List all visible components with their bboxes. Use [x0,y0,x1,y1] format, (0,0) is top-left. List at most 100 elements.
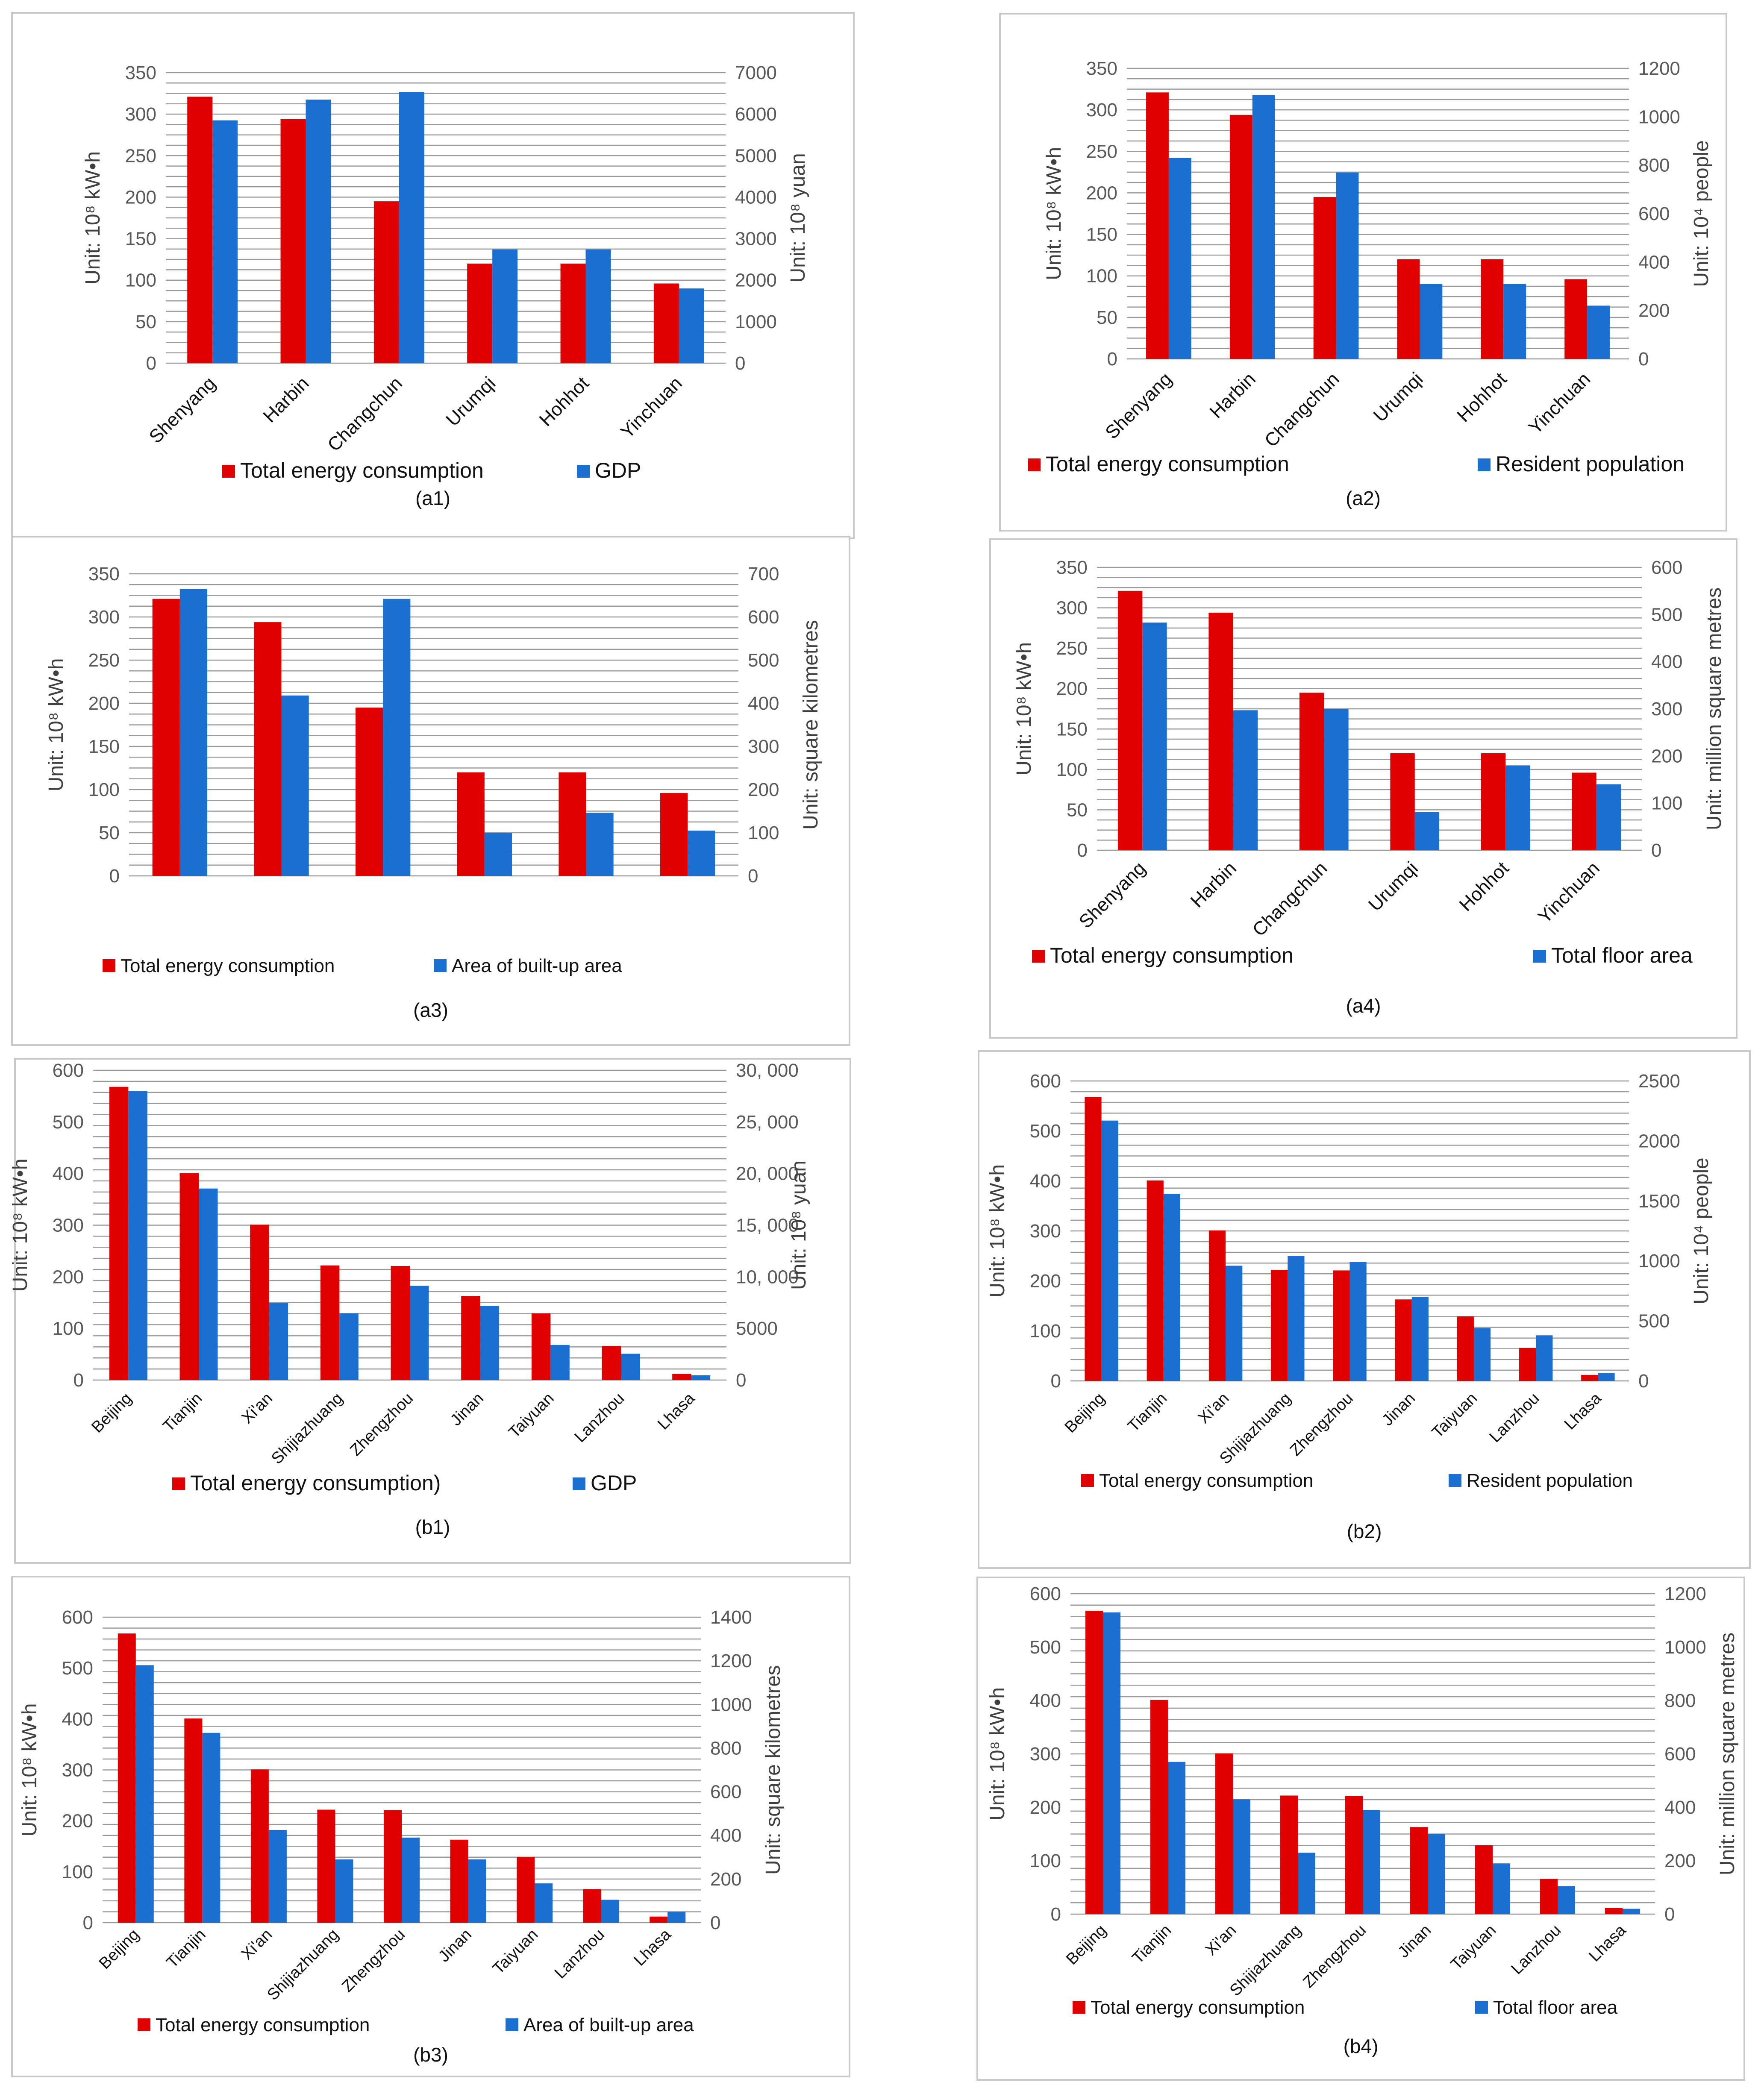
left-axis-label: Unit: 10⁸ kW•h [82,151,104,285]
bar-resident-population-changchun [1336,172,1359,359]
right-tick-label: 3000 [735,229,777,250]
right-tick-label: 0 [735,353,745,374]
bar-energy-xian [1208,1230,1226,1381]
bar-area-of-built-up-area-shenyang [179,589,208,876]
bar-energy-lanzhou [583,1889,601,1923]
bar-energy-lanzhou [602,1346,621,1380]
right-tick-label: 300 [748,736,779,757]
right-tick-label: 25, 000 [736,1112,799,1133]
left-tick-label: 0 [109,866,120,887]
bar-energy-jinan [1410,1827,1428,1914]
bar-area-of-built-up-area-zhengzhou [402,1837,420,1923]
bar-energy-taiyuan [517,1857,535,1923]
legend-second-swatch [1478,458,1491,471]
right-axis-label: Unit: 10⁴ people [1690,140,1713,287]
legend-second-label: Total floor area [1493,1997,1618,2018]
right-tick-label: 0 [736,1370,746,1391]
bar-area-of-built-up-area-shijiazhuang [335,1859,353,1923]
bar-gdp-shijiazhuang [339,1313,359,1380]
bar-energy-hohhot [1481,753,1506,850]
bar-energy-beijing [118,1633,136,1923]
left-tick-label: 0 [1051,1904,1061,1925]
bar-energy-harbin [1208,612,1233,850]
left-tick-label: 300 [125,104,156,125]
left-tick-label: 200 [62,1811,93,1832]
right-tick-label: 0 [1664,1904,1675,1925]
right-tick-label: 500 [1651,604,1682,625]
left-tick-label: 300 [88,607,120,628]
chart-a2: 0 50 100 150 200 250 300 350 0 200 400 600 800 1000 12… [999,13,1727,532]
right-tick-label: 400 [1664,1797,1696,1818]
bar-energy-hohhot [1481,259,1504,359]
bar-area-of-built-up-area-harbin [281,695,309,876]
bar-energy-shenyang [152,599,180,876]
chart-b2: 0 100 200 300 400 500 600 0 500 1000 1500 2000 2500 U… [978,1050,1751,1569]
left-tick-label: 0 [74,1370,84,1391]
left-tick-label: 350 [1056,557,1088,578]
left-tick-label: 100 [62,1862,93,1883]
bar-energy-taiyuan [531,1313,551,1380]
bar-energy-xian [1215,1753,1233,1914]
chart-b3: 0 100 200 300 400 500 600 0 200 400 600 800 1000 1200… [11,1576,850,2077]
bar-energy-urumqi [457,772,485,876]
bar-resident-population-jinan [1411,1297,1429,1381]
bar-resident-population-taiyuan [1473,1328,1491,1381]
bar-energy-shenyang [187,97,213,364]
bar-energy-beijing [1085,1097,1102,1381]
legend-energy-label: Total energy consumption [156,2015,370,2035]
bar-total-floor-area-hohhot [1505,765,1530,850]
left-tick-label: 200 [1056,678,1088,699]
panel-frame [11,12,855,539]
left-tick-label: 200 [53,1266,84,1287]
bar-area-of-built-up-area-tianjin [202,1733,220,1923]
bar-gdp-shenyang [212,120,238,363]
bar-total-floor-area-jinan [1428,1834,1446,1914]
left-tick-label: 50 [99,822,120,843]
legend-energy-label: Total energy consumption [121,955,335,976]
bar-resident-population-yinchuan [1587,305,1610,359]
legend-second-label: Resident population [1496,452,1685,476]
legend-energy-label: Total energy consumption [1091,1997,1305,2018]
bar-energy-shenyang [1146,92,1169,359]
legend-energy-swatch [138,2018,150,2031]
left-axis-label: Unit: 10⁸ kW•h [986,1164,1009,1298]
right-tick-label: 1400 [710,1607,752,1628]
legend-energy-swatch [1032,950,1045,963]
bar-energy-taiyuan [1475,1845,1493,1914]
bar-area-of-built-up-area-jinan [468,1859,486,1923]
left-tick-label: 250 [88,650,120,671]
bar-energy-tianjin [179,1173,199,1380]
bar-area-of-built-up-area-changchun [383,599,411,876]
bar-energy-zhengzhou [1345,1796,1363,1914]
left-tick-label: 400 [1030,1690,1061,1711]
bar-energy-changchun [1299,693,1324,850]
bar-energy-shijiazhuang [1271,1270,1288,1381]
left-tick-label: 100 [53,1318,84,1339]
left-tick-label: 0 [1107,349,1117,370]
chart-a1: 0 50 100 150 200 250 300 350 0 1000 2000 3000 4000 50… [11,12,855,539]
left-tick-label: 300 [62,1760,93,1781]
bar-energy-yinchuan [660,793,688,876]
left-tick-label: 350 [1086,58,1117,79]
right-tick-label: 200 [1664,1850,1696,1871]
bar-energy-shijiazhuang [317,1809,335,1923]
right-tick-label: 1000 [1638,1251,1680,1272]
bar-resident-population-urumqi [1420,284,1443,359]
legend-second-swatch [1449,1474,1461,1487]
right-tick-label: 5000 [735,145,777,166]
bar-energy-xian [250,1225,269,1380]
panel-frame [11,536,850,1046]
bar-energy-lanzhou [1519,1348,1536,1381]
left-tick-label: 300 [53,1215,84,1236]
bar-energy-tianjin [1150,1700,1168,1914]
legend-energy-label: Total energy consumption [240,458,484,482]
right-tick-label: 1000 [735,311,777,332]
bar-gdp-zhengzhou [410,1286,429,1380]
legend-energy-swatch [1073,2001,1085,2014]
left-tick-label: 50 [135,311,156,332]
legend-second-label: Total floor area [1551,943,1693,967]
left-tick-label: 100 [1030,1850,1061,1871]
left-axis-label: Unit: 10⁸ kW•h [45,658,68,792]
left-tick-label: 0 [1077,840,1088,861]
right-axis-label: Unit: 10⁴ people [1690,1157,1713,1304]
